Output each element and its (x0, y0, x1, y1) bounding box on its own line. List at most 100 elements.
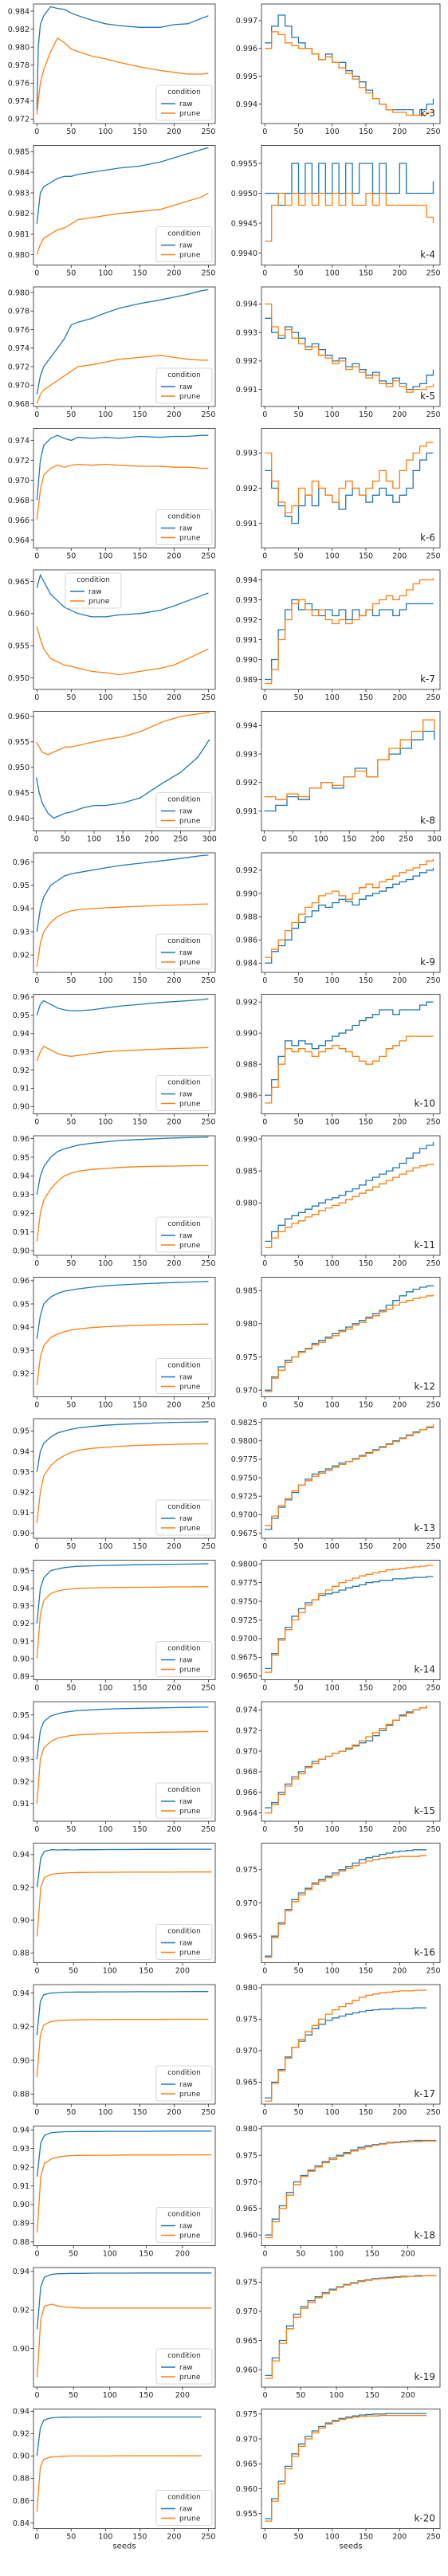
series-line-prune (36, 37, 209, 115)
x-tick-label: 150 (359, 1825, 373, 1834)
y-tick-label: 0.90 (13, 1530, 29, 1538)
y-tick-label: 0.984 (8, 168, 29, 177)
panel-label: k-8 (420, 815, 435, 827)
series-line-raw (36, 2272, 212, 2330)
x-tick-label: 200 (392, 693, 407, 702)
y-tick-label: 0.970 (236, 1747, 257, 1756)
x-tick-label: 150 (132, 693, 147, 702)
x-tick-label: 150 (132, 1118, 147, 1127)
y-tick-label: 0.970 (236, 2178, 257, 2187)
x-tick-label: 0 (262, 1825, 267, 1834)
x-tick-label: 50 (66, 1118, 76, 1127)
legend-box (155, 2490, 213, 2526)
y-tick-label: 0.9725 (231, 1493, 257, 1502)
series-line-raw (265, 1849, 427, 1957)
legend-box (155, 226, 213, 262)
y-tick-label: 0.992 (236, 616, 257, 625)
legend-label-raw: raw (179, 2364, 193, 2372)
panel-4-left: 0 50 100 150 200 250 0.964 0.966 0.968 0.970 0.972… (8, 428, 215, 561)
y-tick-label: 0.92 (13, 1210, 29, 1219)
y-tick-label: 0.90 (13, 2056, 29, 2065)
y-tick-label: 0.990 (236, 1030, 257, 1039)
panel-6-left: 0 50 100 150 200 250 300 0.940 0.945 0.950 0.955 0.… (8, 711, 217, 844)
panel-label: k-14 (414, 1664, 435, 1675)
legend-box (155, 933, 213, 970)
x-tick-label: 150 (359, 128, 373, 136)
legend-box (155, 1358, 213, 1394)
x-tick-label: 50 (66, 976, 76, 985)
y-tick-label: 0.93 (13, 1347, 29, 1356)
y-tick-label: 0.94 (13, 2268, 29, 2276)
x-tick-label: 0 (34, 976, 39, 985)
legend-box (155, 2065, 213, 2102)
x-tick-label: 100 (98, 1118, 112, 1127)
series-line-prune (36, 1586, 209, 1659)
x-tick-label: 50 (69, 2391, 78, 2400)
series-line-raw (36, 1848, 212, 1888)
x-tick-label: 100 (98, 552, 112, 561)
panel-7-left: 0 50 100 150 200 250 0.92 0.93 0.94 0.95 0.96 condi… (13, 852, 215, 985)
y-tick-label: 0.94 (13, 905, 29, 913)
y-tick-label: 0.985 (236, 1286, 257, 1295)
x-tick-label: 50 (66, 1825, 76, 1834)
x-tick-label: 100 (325, 976, 340, 985)
panel-label: k-11 (414, 1239, 435, 1251)
x-tick-label: 50 (66, 1401, 76, 1410)
x-tick-label: 250 (426, 128, 440, 136)
legend: condition raw prune (155, 792, 213, 828)
x-tick-label: 150 (132, 2533, 147, 2542)
x-tick-label: 0 (262, 1401, 267, 1410)
y-tick-label: 0.9940 (231, 249, 257, 258)
series-line-raw (36, 1421, 209, 1472)
legend-box (155, 1641, 213, 1677)
y-tick-label: 0.984 (8, 7, 29, 16)
series-line-prune (36, 192, 209, 255)
x-tick-label: 100 (325, 128, 340, 136)
panel-12-left: 0 50 100 150 200 250 0.89 0.90 0.91 0.92 0.93 0.94 0… (13, 1560, 215, 1693)
x-tick-label: 0 (34, 1118, 39, 1127)
x-tick-label: 200 (392, 2533, 407, 2542)
x-tick-label: 100 (98, 2108, 112, 2117)
x-tick-label: 200 (175, 1967, 190, 1976)
x-tick-label: 150 (132, 128, 147, 136)
legend-box (155, 1499, 213, 1536)
x-tick-label: 0 (34, 552, 39, 561)
y-tick-label: 0.965 (236, 2460, 257, 2469)
x-tick-label: 0 (34, 1542, 39, 1551)
legend-label-prune: prune (179, 818, 201, 826)
panel-17-right: 0 50 100 150 200 0.960 0.965 0.970 0.975 k-19 (236, 2267, 441, 2400)
y-tick-label: 0.90 (13, 2452, 29, 2461)
x-axis-label: seeds (339, 2543, 362, 2551)
y-tick-label: 0.93 (13, 1602, 29, 1611)
panel-14-left: 0 50 100 150 200 0.88 0.90 0.92 0.94 condition raw… (13, 1843, 216, 1976)
x-tick-label: 50 (293, 552, 303, 561)
y-tick-label: 0.940 (8, 815, 29, 823)
legend-box (155, 84, 213, 121)
x-tick-label: 50 (293, 1401, 303, 1410)
x-tick-label: 50 (66, 552, 76, 561)
y-tick-label: 0.92 (13, 1066, 29, 1075)
y-tick-label: 0.980 (8, 43, 29, 52)
panel-2-right: 0 50 100 150 200 250 0.9940 0.9945 0.9950 0.9955 k… (231, 145, 441, 278)
y-tick-label: 0.994 (236, 722, 257, 731)
y-tick-label: 0.980 (236, 1200, 257, 1208)
series-line-prune (265, 1423, 434, 1526)
y-tick-label: 0.992 (236, 779, 257, 787)
x-tick-label: 0 (34, 693, 39, 702)
y-tick-label: 0.994 (236, 576, 257, 585)
y-tick-label: 0.90 (13, 2345, 29, 2354)
series-line-raw (36, 2130, 212, 2177)
y-tick-label: 0.980 (236, 1320, 257, 1329)
x-tick-label: 100 (98, 976, 112, 985)
x-tick-label: 0 (34, 835, 39, 844)
legend-title: condition (167, 1503, 201, 1511)
y-tick-label: 0.968 (8, 497, 29, 505)
y-tick-label: 0.965 (236, 1932, 257, 1941)
legend-label-prune: prune (179, 110, 201, 118)
legend-label-raw: raw (179, 808, 193, 816)
y-tick-label: 0.965 (236, 2079, 257, 2087)
x-tick-label: 0 (34, 269, 39, 278)
legend: condition raw prune (155, 1075, 213, 1111)
y-tick-label: 0.955 (236, 2510, 257, 2519)
x-tick-label: 50 (293, 269, 303, 278)
